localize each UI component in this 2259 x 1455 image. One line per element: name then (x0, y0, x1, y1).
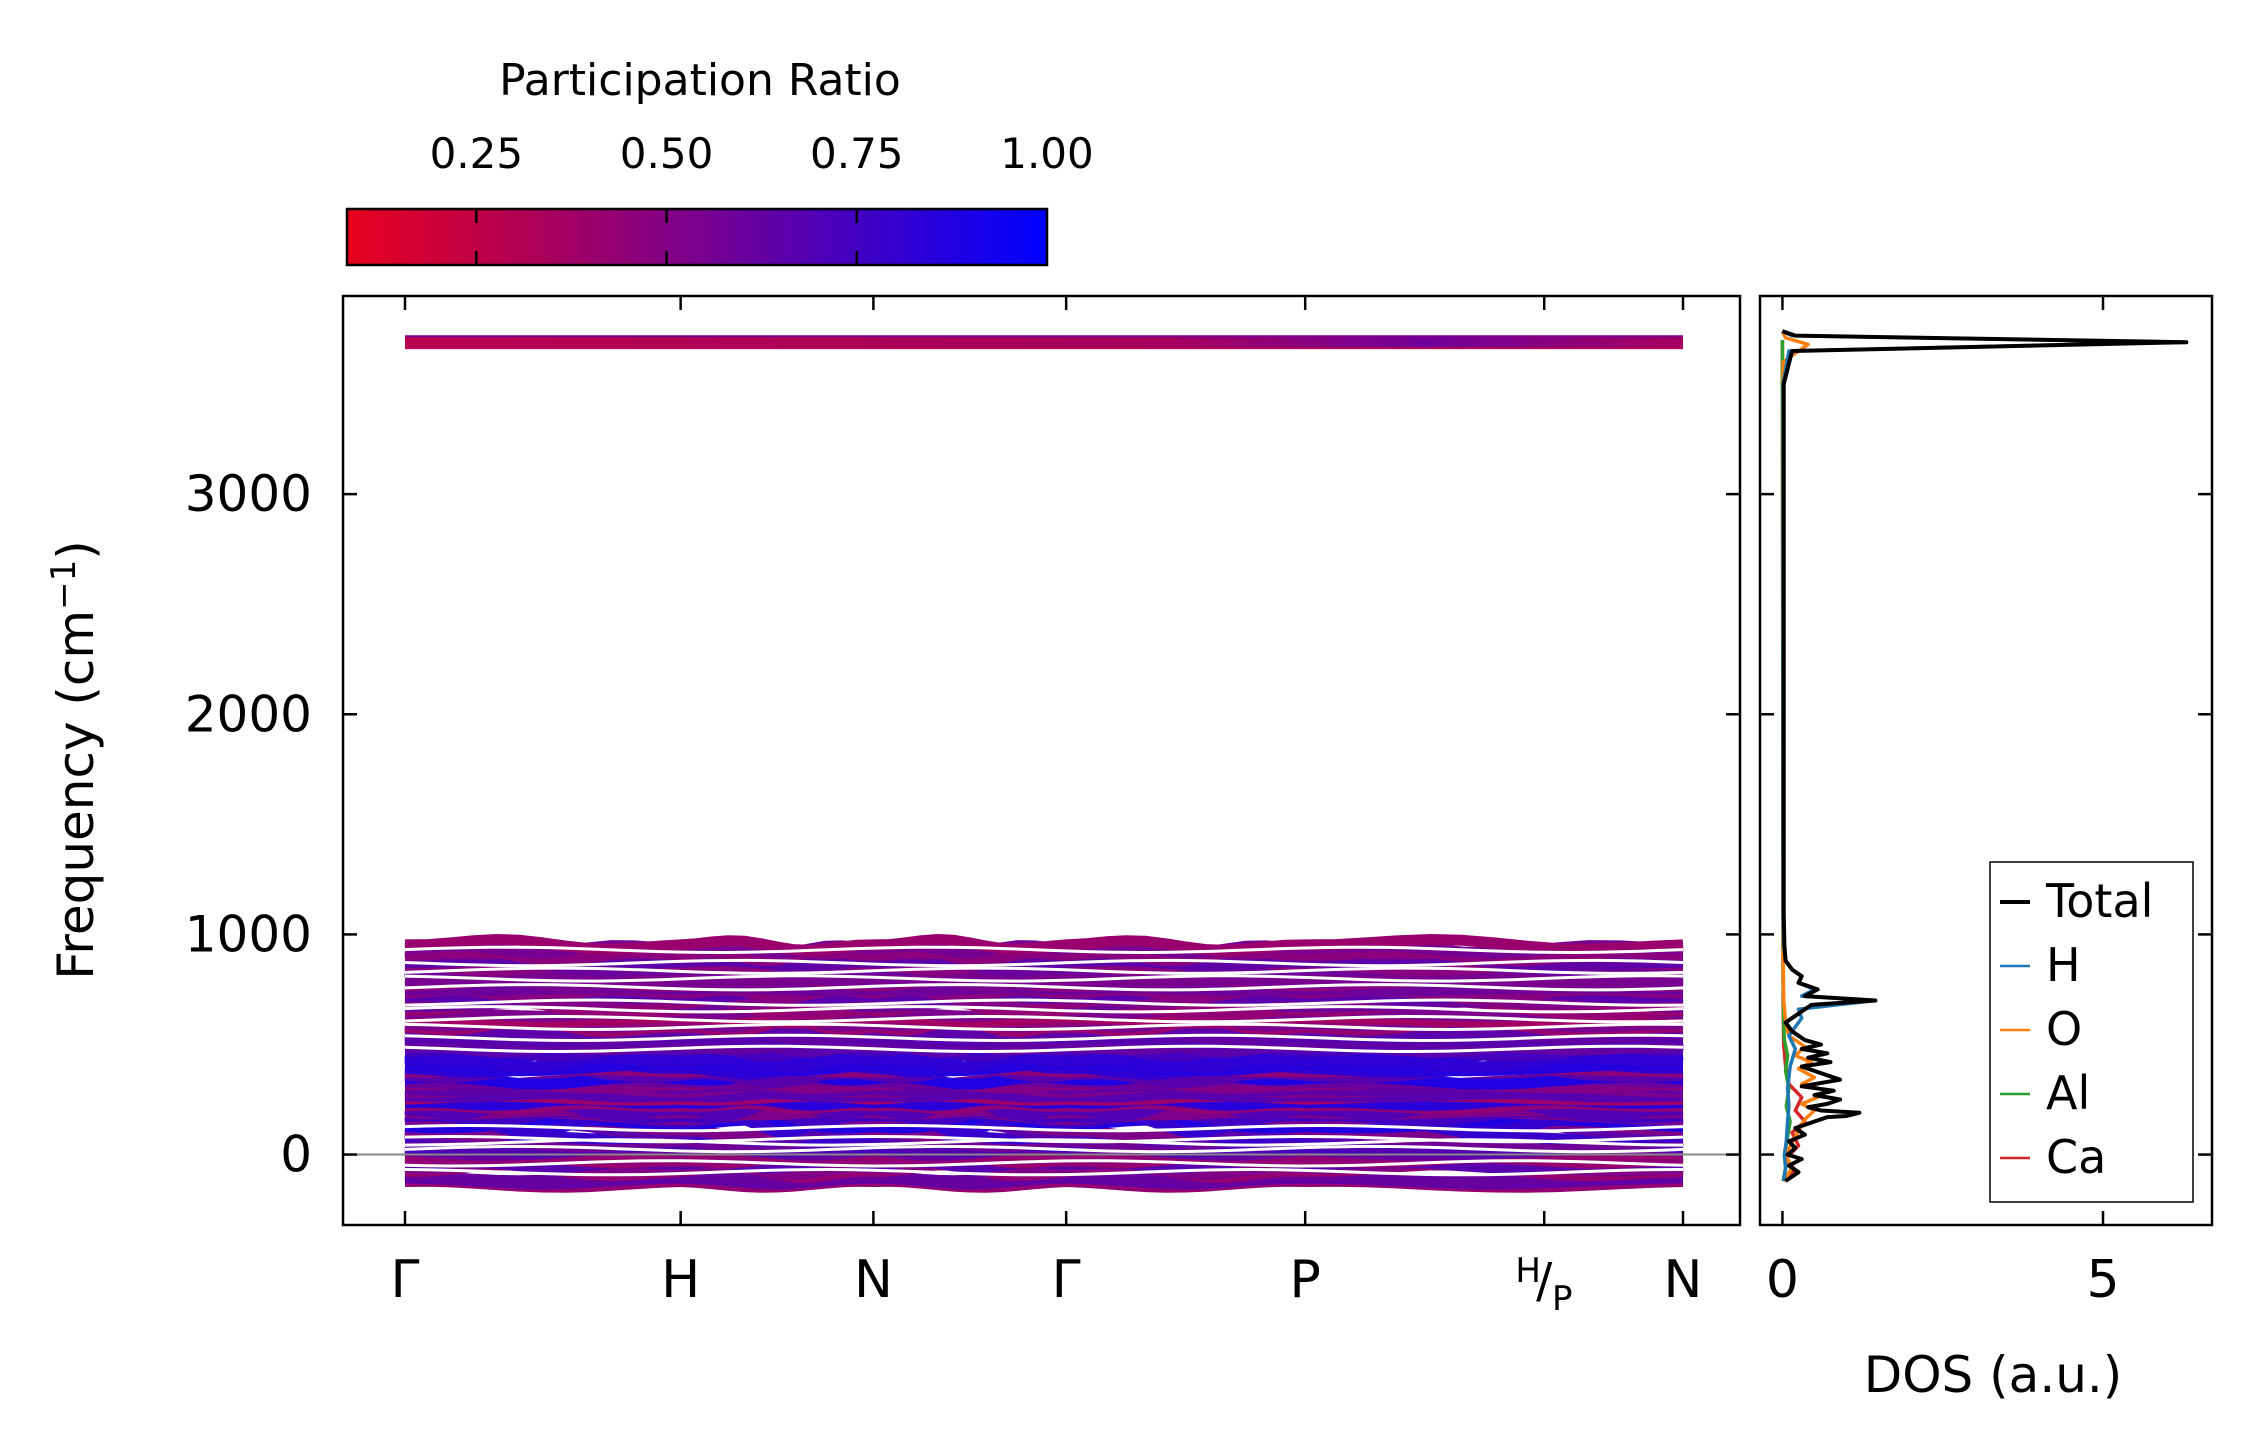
band-axes-frame (341, 294, 1742, 1227)
band-y-axis-label: Frequency (cm−1) (44, 540, 105, 980)
kpoint-label: N (854, 1250, 893, 1310)
band-y-tick-label: 3000 (185, 465, 312, 523)
band-gap (404, 966, 1684, 975)
band-gap (404, 1022, 1684, 1032)
kpoint-label-split-slash: / (1536, 1253, 1553, 1309)
dos-series-total (1781, 329, 2189, 1183)
colorbar: Participation Ratio 0.25 0.50 0.75 1.00 (345, 55, 1094, 267)
band-gap (404, 1033, 1684, 1043)
colorbar-tick-label: 0.25 (430, 129, 524, 178)
band-gap (404, 1144, 1684, 1154)
band-gap (404, 1005, 1684, 1014)
band-gap (404, 998, 1684, 1007)
legend-label-total: Total (2045, 874, 2153, 928)
band-gap (404, 1134, 1684, 1144)
band-y-ticks: 0 1000 2000 3000 (185, 465, 1740, 1184)
legend-frame (1989, 861, 2194, 1203)
kpoint-label-split-top: H (1515, 1251, 1541, 1291)
band-y-tick-label: 1000 (185, 905, 312, 963)
band-x-ticks: Γ H N Γ P NH/P (391, 296, 1703, 1319)
legend-label-ca: Ca (2046, 1130, 2106, 1184)
colorbar-tick-labels: 0.25 0.50 0.75 1.00 (430, 129, 1094, 178)
band-line-high (405, 337, 1683, 348)
band-lines (404, 335, 1684, 1193)
legend-label-h: H (2046, 938, 2081, 992)
band-gap (404, 1044, 1684, 1054)
band-gap (404, 958, 1684, 968)
colorbar-ticks (475, 209, 859, 265)
band-y-tick-label: 2000 (185, 685, 312, 743)
band-gap (404, 1159, 1684, 1168)
legend-label-o: O (2046, 1002, 2082, 1056)
dos-axes-frame (1758, 294, 2214, 1227)
kpoint-label: Γ (1052, 1250, 1081, 1310)
colorbar-gradient (345, 207, 1049, 267)
band-gap (404, 974, 1684, 983)
band-y-tick-label: 0 (280, 1126, 312, 1184)
dos-x-tick-label: 0 (1766, 1250, 1799, 1310)
kpoint-label: H (661, 1250, 700, 1310)
band-line (404, 934, 1684, 956)
dos-legend: Total HO Al Ca (1989, 861, 2194, 1203)
legend-label-al: Al (2046, 1066, 2090, 1120)
colorbar-tick-label: 0.50 (620, 129, 714, 178)
band-gap (404, 1123, 1684, 1133)
band-gap (404, 1167, 1684, 1177)
band-gap (404, 983, 1684, 992)
kpoint-label: P (1290, 1250, 1321, 1310)
band-gap (404, 1014, 1684, 1024)
colorbar-tick-label: 1.00 (1000, 129, 1094, 178)
colorbar-tick-label: 0.75 (810, 129, 904, 178)
band-gap (404, 945, 1684, 955)
kpoint-label-split-bottom: P (1552, 1279, 1573, 1319)
colorbar-title: Participation Ratio (499, 55, 901, 106)
kpoint-label: Γ (391, 1250, 420, 1310)
dos-x-tick-label: 5 (2086, 1250, 2119, 1310)
dos-lines (1780, 329, 2189, 1183)
kpoint-label: N (1664, 1250, 1703, 1310)
dos-x-axis-label: DOS (a.u.) (1864, 1346, 2123, 1404)
